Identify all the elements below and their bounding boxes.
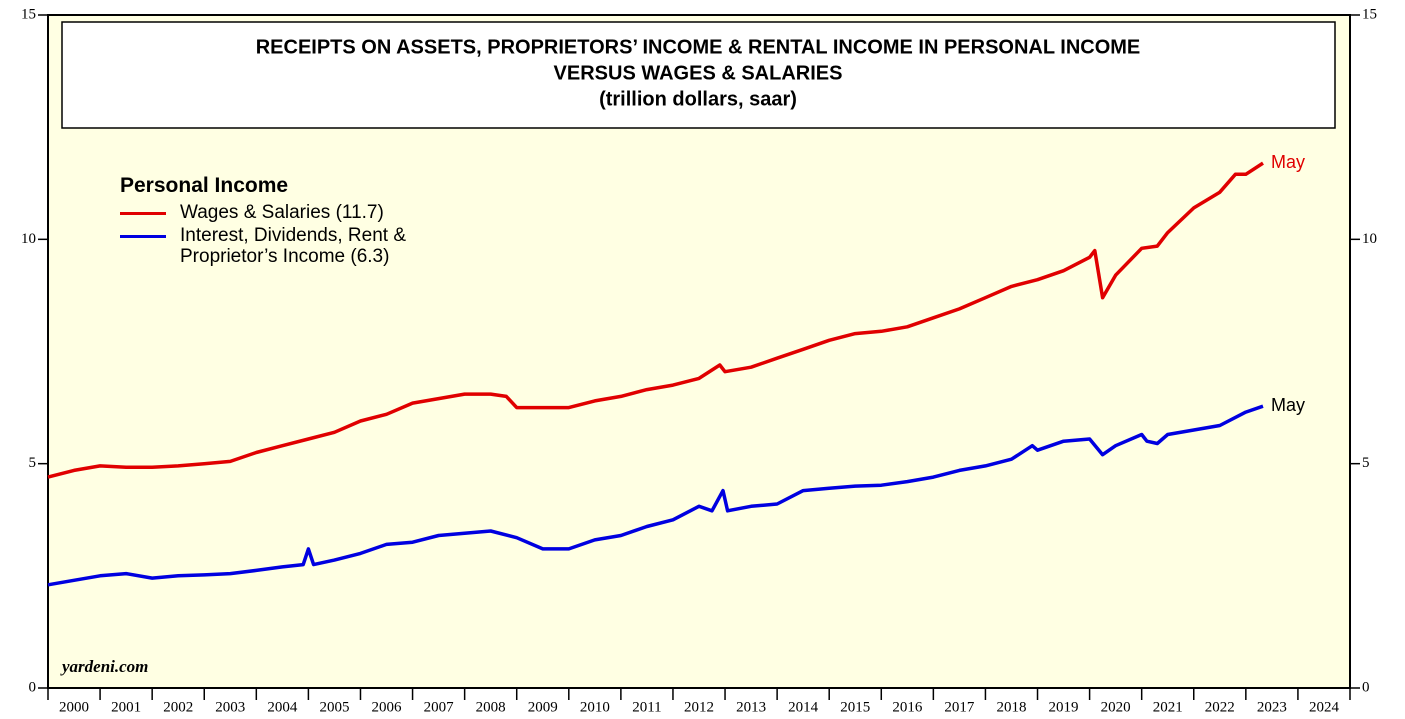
y-tick-label: 15: [21, 6, 36, 22]
x-tick-label: 2015: [840, 699, 870, 715]
y-tick-label: 10: [1362, 231, 1377, 247]
y-tick-label: 15: [1362, 6, 1377, 22]
x-tick-label: 2005: [319, 699, 349, 715]
x-tick-label: 2000: [59, 699, 89, 715]
legend-swatch: [120, 212, 166, 215]
x-tick-label: 2003: [215, 699, 245, 715]
legend-entry: Interest, Dividends, Rent & Proprietor’s…: [120, 225, 480, 267]
x-tick-label: 2012: [684, 699, 714, 715]
x-tick-label: 2010: [580, 699, 610, 715]
series-line: [47, 404, 1264, 587]
x-tick-label: 2013: [736, 699, 766, 715]
title-line: RECEIPTS ON ASSETS, PROPRIETORS’ INCOME …: [256, 36, 1141, 58]
title-line: VERSUS WAGES & SALARIES: [554, 62, 843, 84]
legend-swatch: [120, 235, 166, 238]
x-tick-label: 2021: [1153, 699, 1183, 715]
legend: Personal Income Wages & Salaries (11.7) …: [120, 174, 480, 269]
legend-label: Interest, Dividends, Rent & Proprietor’s…: [180, 225, 406, 267]
x-tick-label: 2004: [267, 699, 298, 715]
y-tick-label: 0: [1362, 679, 1370, 695]
y-tick-label: 10: [21, 231, 36, 247]
x-tick-label: 2011: [632, 699, 661, 715]
x-tick-label: 2022: [1205, 699, 1235, 715]
x-tick-label: 2019: [1049, 699, 1079, 715]
x-tick-label: 2018: [996, 699, 1026, 715]
title-box: [61, 21, 1336, 129]
x-tick-label: 2009: [528, 699, 558, 715]
series-line: [47, 161, 1264, 479]
x-tick-label: 2008: [476, 699, 506, 715]
x-tick-label: 2016: [892, 699, 923, 715]
x-tick-label: 2023: [1257, 699, 1287, 715]
legend-label: Wages & Salaries (11.7): [180, 202, 384, 223]
x-tick-label: 2017: [944, 699, 975, 715]
legend-entry: Wages & Salaries (11.7): [120, 202, 480, 223]
x-tick-label: 2020: [1101, 699, 1131, 715]
y-tick-label: 5: [29, 455, 37, 471]
x-tick-label: 2014: [788, 699, 819, 715]
x-tick-label: 2002: [163, 699, 193, 715]
x-tick-label: 2007: [424, 699, 455, 715]
end-label: May: [1271, 395, 1305, 415]
x-tick-label: 2006: [372, 699, 403, 715]
source: yardeni.com: [60, 657, 148, 676]
y-tick-label: 5: [1362, 455, 1370, 471]
x-tick-label: 2001: [111, 699, 141, 715]
legend-title: Personal Income: [120, 174, 289, 197]
x-tick-label: 2024: [1309, 699, 1340, 715]
title-line: (trillion dollars, saar): [599, 88, 797, 110]
end-label: May: [1271, 152, 1305, 172]
y-tick-label: 0: [29, 679, 37, 695]
